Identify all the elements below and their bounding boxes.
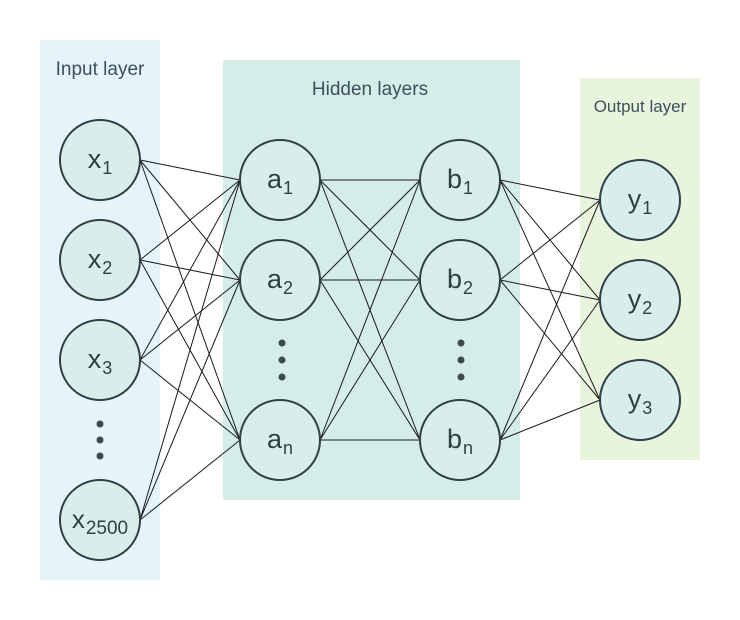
node-label-b2: b2 xyxy=(447,264,473,298)
input-ellipsis xyxy=(96,420,104,460)
edge-an-b1 xyxy=(319,179,421,441)
node-sub-x1: 1 xyxy=(102,158,112,178)
input-layer-title: Input layer xyxy=(56,59,145,80)
node-base-x2: x xyxy=(88,244,102,274)
edge-an-b2 xyxy=(319,279,421,441)
node-sub-y1: 1 xyxy=(642,198,652,218)
node-circle-y3 xyxy=(599,359,681,441)
node-sub-a2: 2 xyxy=(283,278,293,298)
node-circle-b1 xyxy=(419,139,501,221)
node-y2: y2 xyxy=(599,259,681,341)
node-sub-a1: 1 xyxy=(283,178,293,198)
edge-b2-y3 xyxy=(499,279,601,401)
node-circle-y1 xyxy=(599,159,681,241)
node-label-a2: a2 xyxy=(267,264,293,298)
node-circle-a2 xyxy=(239,239,321,321)
hidden-a-ellipsis xyxy=(278,339,286,381)
node-label-x1: x1 xyxy=(88,144,113,178)
node-label-y3: y3 xyxy=(628,384,653,418)
node-circle-x1 xyxy=(59,119,141,201)
node-base-an: a xyxy=(267,424,283,454)
node-label-x3: x3 xyxy=(88,344,113,378)
edge-x2500-an xyxy=(139,439,241,521)
node-sub-b2: 2 xyxy=(463,278,473,298)
node-sub-x2500: 2500 xyxy=(86,518,128,539)
node-sub-x2: 2 xyxy=(102,258,112,278)
edge-a2-b1 xyxy=(319,179,421,281)
node-x2: x2 xyxy=(59,219,141,301)
node-circle-y2 xyxy=(599,259,681,341)
edge-bn-y1 xyxy=(499,199,601,441)
edge-x3-a2 xyxy=(139,279,241,361)
node-base-x2500: x xyxy=(72,504,85,534)
edge-x2500-a2 xyxy=(139,279,241,521)
node-circle-an xyxy=(239,399,321,481)
node-b1: b1 xyxy=(419,139,501,221)
node-base-y2: y xyxy=(628,284,642,314)
node-b2: b2 xyxy=(419,239,501,321)
node-label-x2: x2 xyxy=(88,244,113,278)
node-circle-bn xyxy=(419,399,501,481)
node-label-y2: y2 xyxy=(628,284,653,318)
node-sub-b1: 1 xyxy=(463,178,473,198)
node-sub-x3: 3 xyxy=(102,358,112,378)
node-sub-y2: 2 xyxy=(642,298,652,318)
edge-x1-an xyxy=(139,159,241,441)
node-circle-a1 xyxy=(239,139,321,221)
node-base-b2: b xyxy=(447,264,462,294)
edge-bn-y3 xyxy=(499,399,601,441)
connections xyxy=(139,159,601,521)
node-sub-an: n xyxy=(283,438,293,458)
node-an: an xyxy=(239,399,321,481)
node-label-a1: a1 xyxy=(267,164,293,198)
node-y3: y3 xyxy=(599,359,681,441)
output-layer-title: Output layer xyxy=(594,97,687,116)
node-base-x3: x xyxy=(88,344,102,374)
node-base-x1: x xyxy=(88,144,102,174)
node-label-x2500: x2500 xyxy=(72,504,128,539)
node-base-y1: y xyxy=(628,184,642,214)
node-label-an: an xyxy=(267,424,293,458)
node-x3: x3 xyxy=(59,319,141,401)
node-circle-b2 xyxy=(419,239,501,321)
hidden-layers-title: Hidden layers xyxy=(312,79,428,100)
hidden-b-ellipsis xyxy=(457,339,465,381)
node-circle-x2 xyxy=(59,219,141,301)
node-a2: a2 xyxy=(239,239,321,321)
node-base-a2: a xyxy=(267,264,283,294)
edge-b2-y2 xyxy=(499,279,601,301)
node-sub-bn: n xyxy=(463,438,473,458)
node-circle-x3 xyxy=(59,319,141,401)
edge-x2-a1 xyxy=(139,179,241,261)
node-circle-x2500 xyxy=(59,479,141,561)
edge-bn-y2 xyxy=(499,299,601,441)
node-base-a1: a xyxy=(267,164,283,194)
edge-x2500-a1 xyxy=(139,179,241,521)
node-sub-y3: 3 xyxy=(642,398,652,418)
edge-x3-a1 xyxy=(139,179,241,361)
node-y1: y1 xyxy=(599,159,681,241)
edge-b2-y1 xyxy=(499,199,601,281)
node-label-bn: bn xyxy=(447,424,473,458)
node-a1: a1 xyxy=(239,139,321,221)
node-x2500: x2500 xyxy=(59,479,141,561)
node-x1: x1 xyxy=(59,119,141,201)
node-bn: bn xyxy=(419,399,501,481)
edge-x1-a1 xyxy=(139,159,241,181)
node-label-b1: b1 xyxy=(447,164,473,198)
edge-b1-y1 xyxy=(499,179,601,201)
node-base-bn: b xyxy=(447,424,462,454)
node-base-y3: y xyxy=(628,384,642,414)
node-base-b1: b xyxy=(447,164,462,194)
node-label-y1: y1 xyxy=(628,184,653,218)
